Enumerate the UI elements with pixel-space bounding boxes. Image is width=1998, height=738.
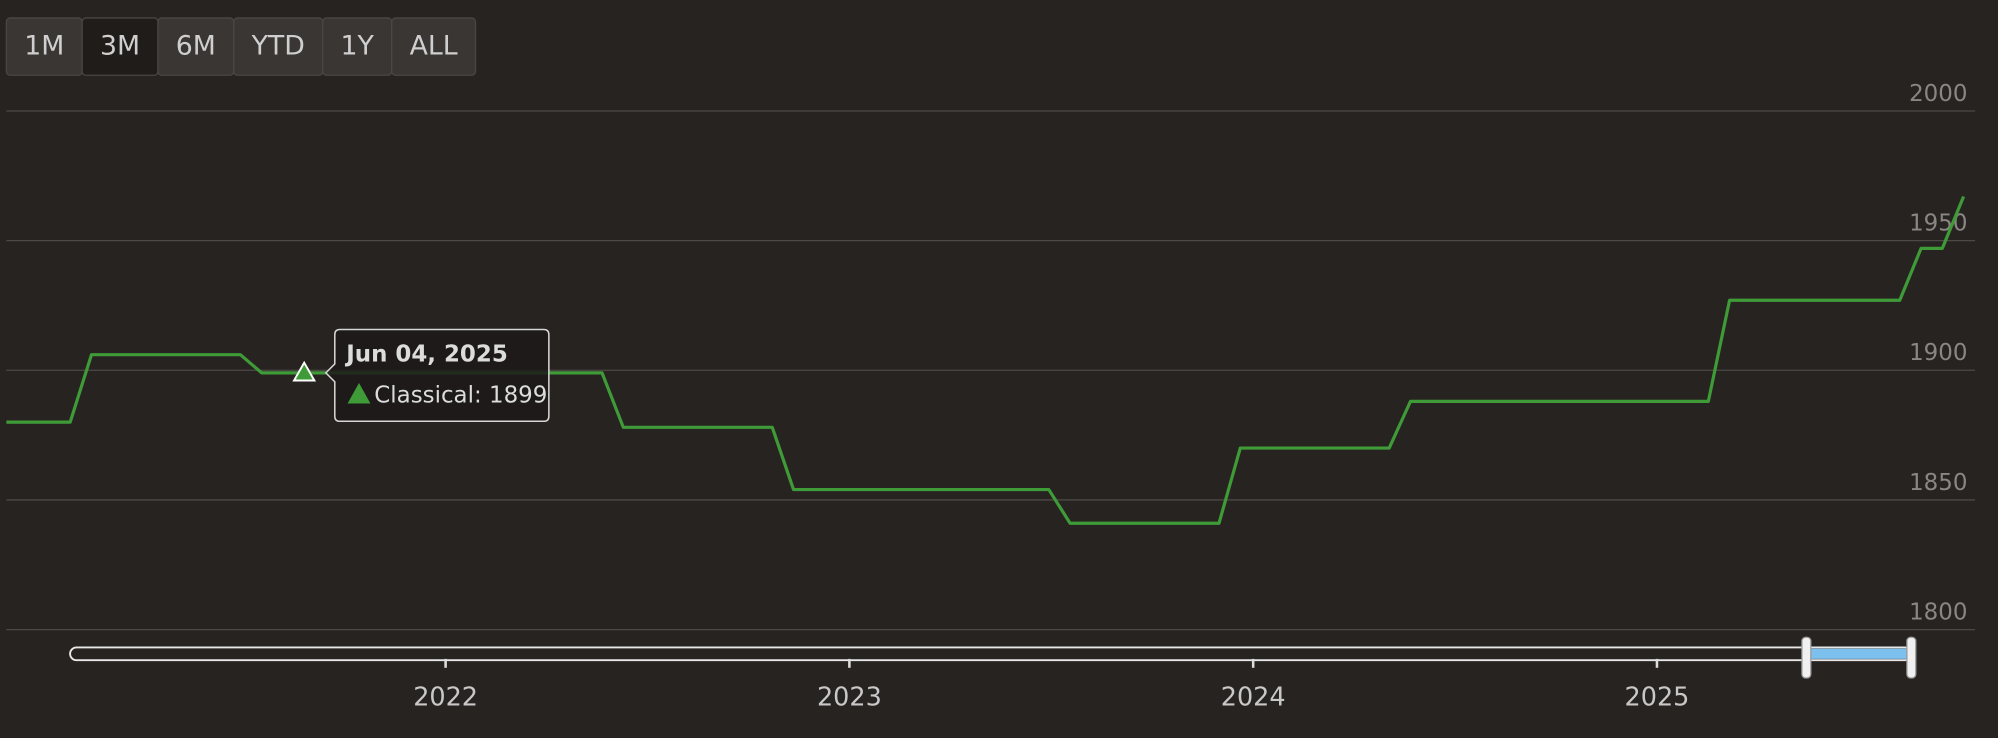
- y-tick-label: 2000: [1909, 81, 1967, 107]
- range-button[interactable]: 3M: [81, 17, 159, 76]
- tooltip-label: Classical: 1899: [374, 382, 547, 408]
- range-button[interactable]: 6M: [157, 17, 235, 76]
- tooltip-box: [324, 328, 550, 423]
- range-button-label[interactable]: 6M: [176, 31, 216, 62]
- range-button[interactable]: ALL: [391, 17, 477, 76]
- tooltip-date: Jun 04, 2025: [344, 342, 508, 368]
- x-tick-label: 2023: [817, 682, 882, 712]
- range-button-bg[interactable]: [391, 17, 477, 76]
- x-tick-label: 2022: [413, 682, 478, 712]
- navigator-handle[interactable]: [1906, 636, 1917, 679]
- range-button-label[interactable]: YTD: [251, 31, 305, 62]
- x-tick-label: 2025: [1625, 682, 1690, 712]
- x-tick-label: 2024: [1221, 682, 1286, 712]
- y-tick-label: 1950: [1909, 211, 1967, 237]
- range-button-label[interactable]: 3M: [100, 31, 140, 62]
- range-button[interactable]: YTD: [233, 17, 324, 76]
- y-tick-label: 1850: [1909, 470, 1967, 496]
- tooltip-symbol: [347, 383, 371, 404]
- navigator-selection: [1806, 648, 1912, 659]
- range-button-label[interactable]: 1Y: [341, 31, 375, 62]
- y-tick-label: 1900: [1909, 340, 1967, 366]
- y-tick-label: 1800: [1909, 600, 1967, 626]
- range-button[interactable]: 1M: [5, 17, 83, 76]
- range-button[interactable]: 1Y: [322, 17, 393, 76]
- hover-marker: [292, 360, 317, 382]
- range-button-label[interactable]: ALL: [410, 31, 458, 62]
- navigator-handle[interactable]: [1801, 636, 1812, 679]
- range-button-label[interactable]: 1M: [24, 31, 64, 62]
